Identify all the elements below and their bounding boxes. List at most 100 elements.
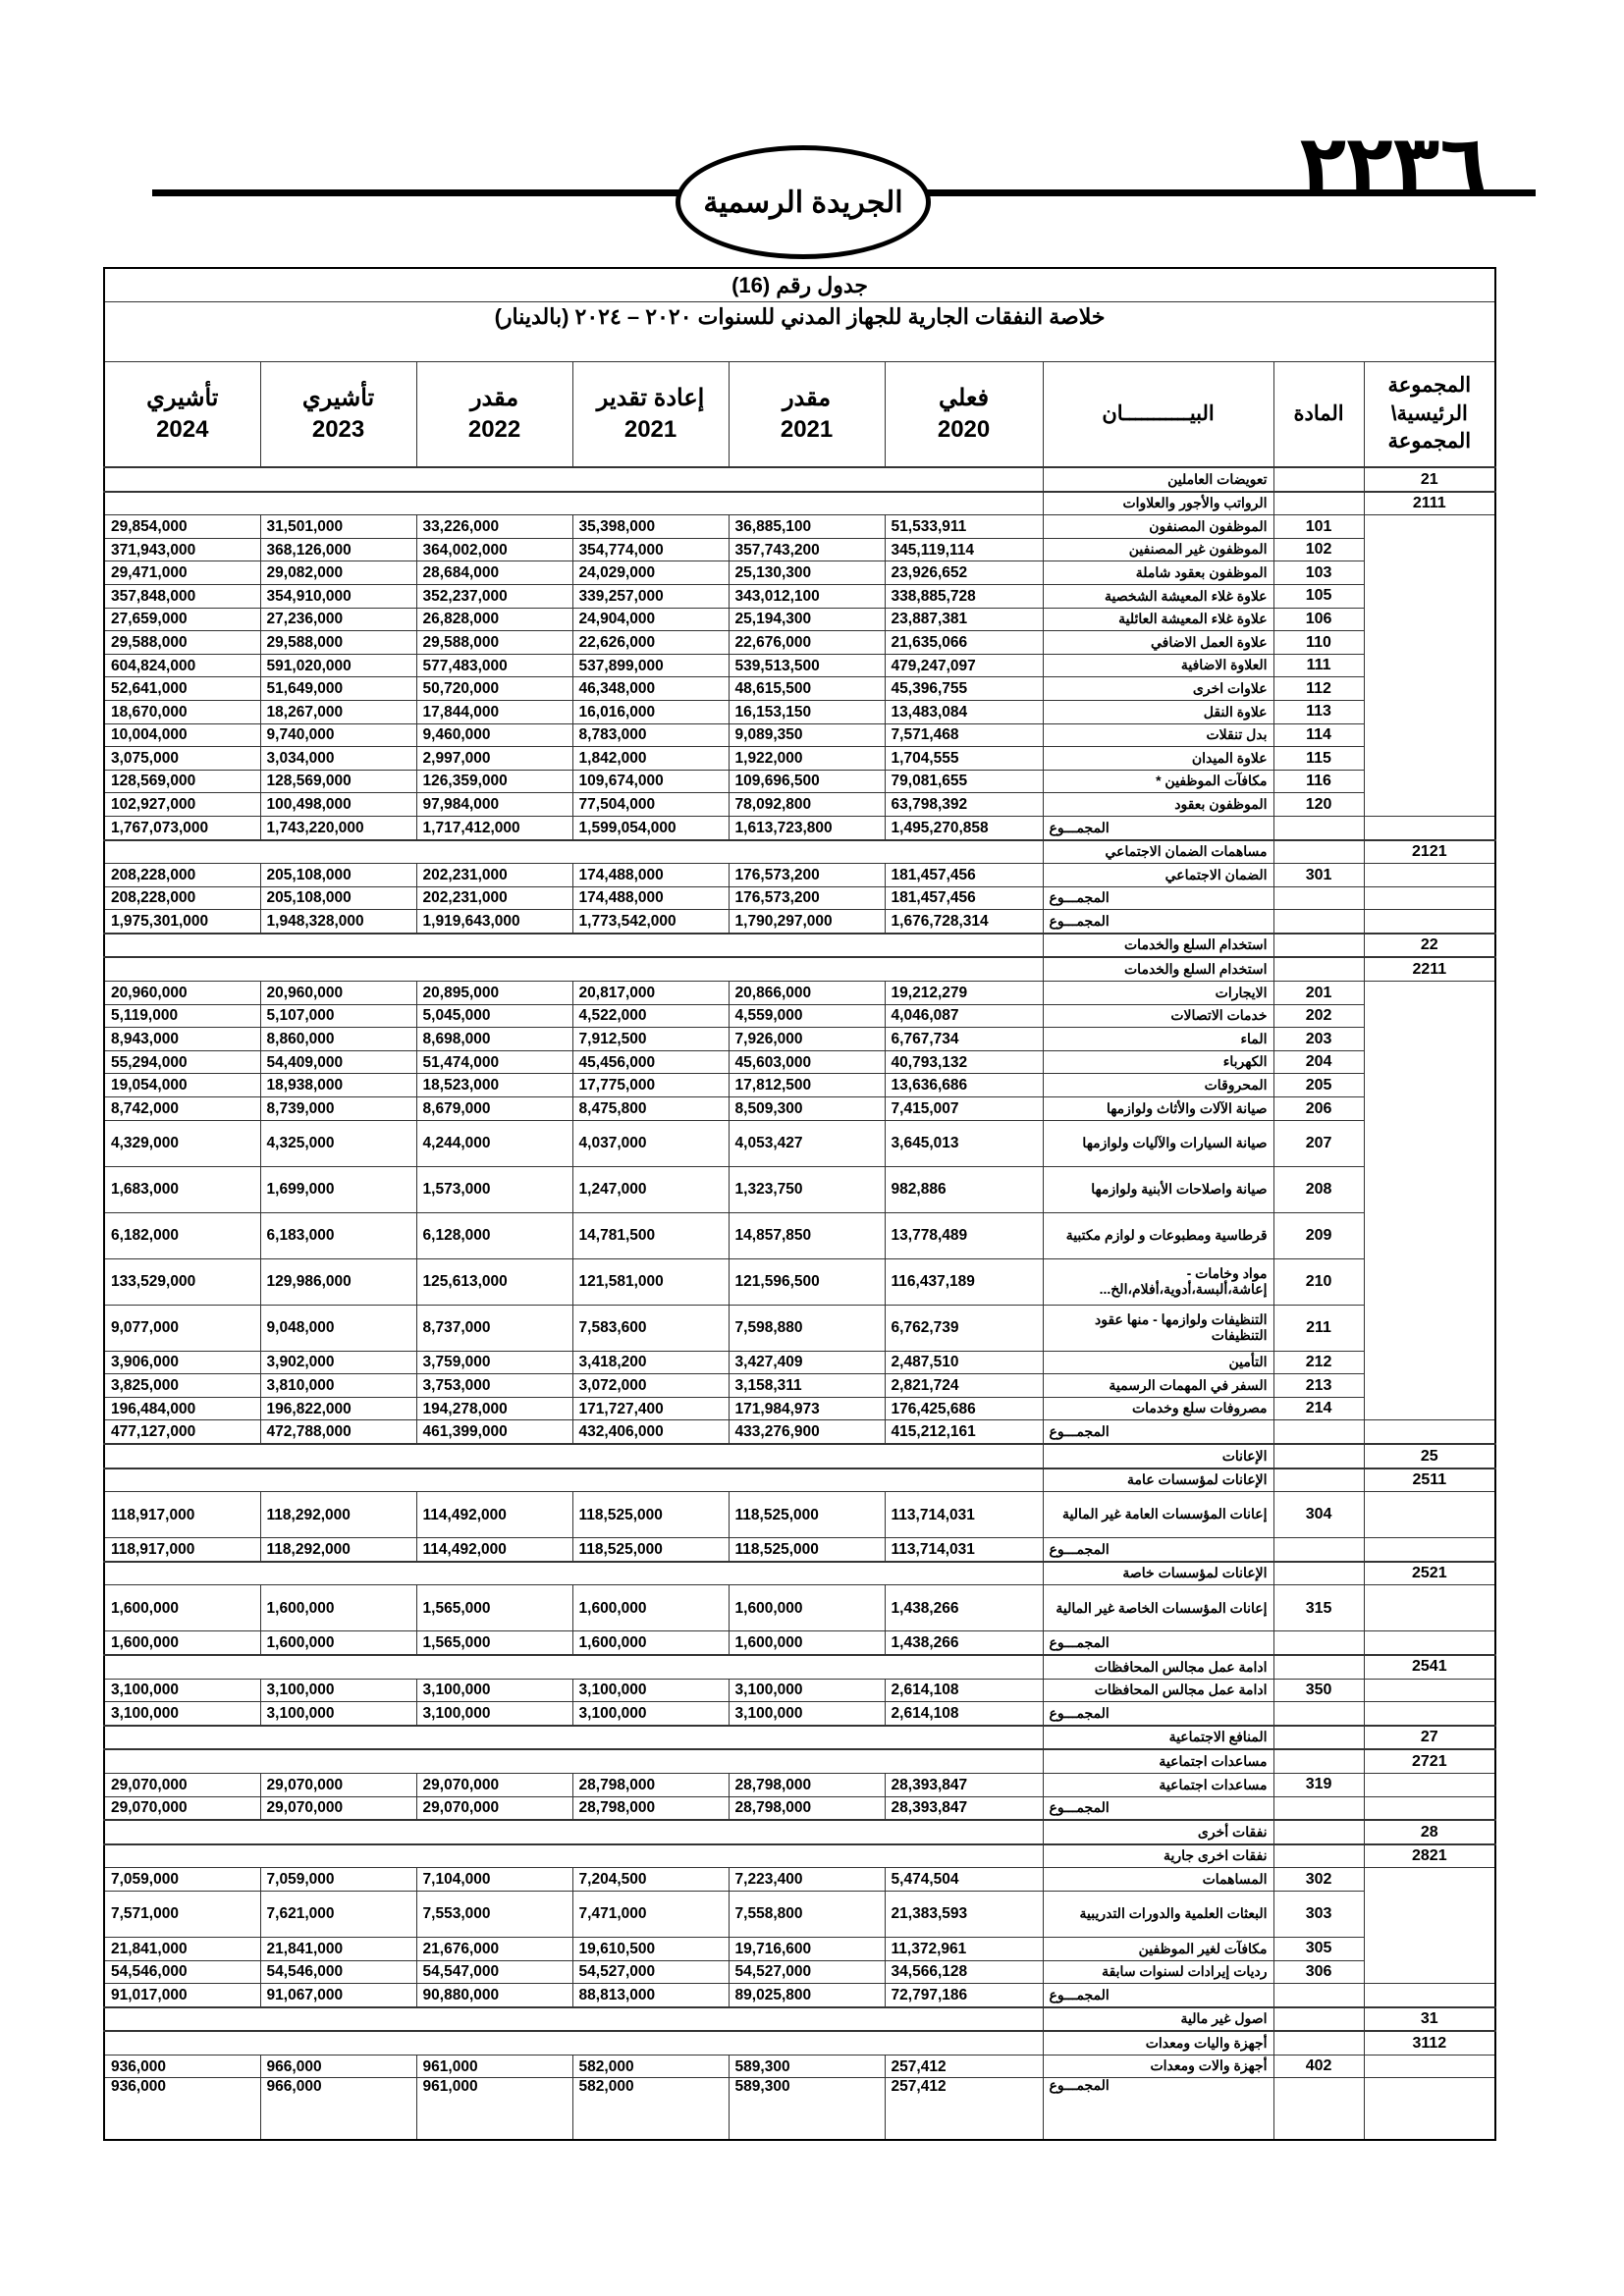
item-code: 102 xyxy=(1272,537,1365,562)
group-code-empty xyxy=(1363,1795,1496,1821)
column-header-label: تأشيري xyxy=(301,384,375,411)
group-code-empty xyxy=(1363,584,1496,609)
value-cell: 78,092,800 xyxy=(728,792,886,817)
value-cell: 591,020,000 xyxy=(259,653,417,678)
total-value-cell: 966,000 xyxy=(259,2077,417,2141)
value-cell: 1,699,000 xyxy=(259,1165,417,1213)
values-merged-empty xyxy=(103,1443,1044,1469)
value-cell: 29,070,000 xyxy=(103,1772,261,1797)
value-cell: 174,488,000 xyxy=(571,863,730,887)
value-cell: 29,070,000 xyxy=(415,1772,573,1797)
table-row: 114 بدل تنقلات 7,571,468 9,089,350 8,783,000… xyxy=(103,722,1496,748)
item-description: مكافآت الموظفين * xyxy=(1042,769,1274,794)
group-code-empty xyxy=(1363,700,1496,724)
value-cell: 171,984,973 xyxy=(728,1396,886,1421)
total-label: المجمـــوع xyxy=(1042,909,1274,934)
column-header-year-value: 2020 xyxy=(937,416,991,443)
value-cell: 125,613,000 xyxy=(415,1257,573,1306)
gazette-name-badge: الجريدة الرسمية xyxy=(676,145,931,259)
value-cell: 982,886 xyxy=(884,1165,1044,1213)
group-code: 2521 xyxy=(1363,1560,1496,1586)
value-cell: 6,767,734 xyxy=(884,1027,1044,1051)
item-code: 350 xyxy=(1272,1678,1365,1703)
value-cell: 50,720,000 xyxy=(415,676,573,701)
values-merged-empty xyxy=(103,2005,1044,2032)
value-cell: 29,070,000 xyxy=(259,1772,417,1797)
table-row: 211 التنظيفات ولوازمها - منها عقود التنظي… xyxy=(103,1304,1496,1352)
total-row: المجمـــوع 72,797,186 89,025,800 88,813,000… xyxy=(103,1983,1496,2008)
item-code: 306 xyxy=(1272,1959,1365,1985)
section-row: 2521 الإعانات لمؤسسات خاصة xyxy=(103,1560,1496,1586)
table-row: 207 صيانة السيارات والآليات ولوازمها 3,645… xyxy=(103,1119,1496,1167)
value-cell: 118,525,000 xyxy=(728,1491,886,1539)
item-code: 106 xyxy=(1272,607,1365,632)
value-cell: 8,943,000 xyxy=(103,1027,261,1051)
value-cell: 55,294,000 xyxy=(103,1049,261,1075)
total-value-cell: 1,565,000 xyxy=(415,1630,573,1656)
value-cell: 35,398,000 xyxy=(571,514,730,539)
item-code-empty xyxy=(1272,2005,1365,2032)
value-cell: 7,471,000 xyxy=(571,1890,730,1938)
group-code: 3112 xyxy=(1363,2030,1496,2056)
group-code-empty xyxy=(1363,1419,1496,1445)
group-code-empty xyxy=(1363,885,1496,911)
group-code-empty xyxy=(1363,1351,1496,1374)
item-description: علاوة غلاء المعيشة الشخصية xyxy=(1042,583,1274,609)
group-code-empty xyxy=(1363,1491,1496,1538)
value-cell: 7,104,000 xyxy=(415,1867,573,1892)
value-cell: 7,558,800 xyxy=(728,1890,886,1938)
value-cell: 26,828,000 xyxy=(415,607,573,632)
item-code-empty xyxy=(1272,490,1365,516)
value-cell: 3,100,000 xyxy=(728,1678,886,1703)
item-description: علاوة العمل الاضافي xyxy=(1042,630,1274,655)
total-value-cell: 29,070,000 xyxy=(103,1795,261,1821)
value-cell: 19,610,500 xyxy=(571,1936,730,1961)
item-code-empty xyxy=(1272,885,1365,911)
value-cell: 20,960,000 xyxy=(103,981,261,1005)
item-description: الضمان الاجتماعي xyxy=(1042,863,1274,887)
group-code-empty xyxy=(1363,1867,1496,1892)
value-cell: 34,566,128 xyxy=(884,1959,1044,1985)
item-code-empty xyxy=(1272,1443,1365,1469)
total-value-cell: 91,067,000 xyxy=(259,1983,417,2008)
table-row: 306 رديات إيرادات لسنوات سابقة 34,566,128 5… xyxy=(103,1959,1496,1985)
value-cell: 36,885,100 xyxy=(728,514,886,539)
total-value-cell: 472,788,000 xyxy=(259,1419,417,1445)
value-cell: 29,588,000 xyxy=(103,630,261,655)
item-code: 212 xyxy=(1272,1350,1365,1375)
value-cell: 52,641,000 xyxy=(103,676,261,701)
value-cell: 27,236,000 xyxy=(259,607,417,632)
value-cell: 17,812,500 xyxy=(728,1073,886,1098)
item-code: 301 xyxy=(1272,863,1365,887)
value-cell: 8,679,000 xyxy=(415,1096,573,1121)
total-value-cell: 202,231,000 xyxy=(415,885,573,911)
value-cell: 9,460,000 xyxy=(415,722,573,748)
item-code: 116 xyxy=(1272,769,1365,794)
value-cell: 22,676,000 xyxy=(728,630,886,655)
value-cell: 345,119,114 xyxy=(884,537,1044,562)
value-cell: 29,854,000 xyxy=(103,514,261,539)
table-row: 112 علاوات اخرى 45,396,755 48,615,500 46,348… xyxy=(103,676,1496,701)
value-cell: 357,848,000 xyxy=(103,583,261,609)
group-code: 2111 xyxy=(1363,490,1496,516)
group-code-empty xyxy=(1363,1584,1496,1631)
value-cell: 63,798,392 xyxy=(884,792,1044,817)
value-cell: 28,798,000 xyxy=(728,1772,886,1797)
item-description: المحروقات xyxy=(1042,1073,1274,1098)
value-cell: 2,487,510 xyxy=(884,1350,1044,1375)
value-cell: 7,553,000 xyxy=(415,1890,573,1938)
value-cell: 8,737,000 xyxy=(415,1304,573,1352)
value-cell: 6,762,739 xyxy=(884,1304,1044,1352)
item-code-empty xyxy=(1272,1842,1365,1869)
column-header-year: فعلي 2020 xyxy=(884,361,1044,468)
item-code: 208 xyxy=(1272,1165,1365,1213)
item-description: الماء xyxy=(1042,1027,1274,1051)
table-row: 106 علاوة غلاء المعيشة العائلية 23,887,381… xyxy=(103,607,1496,632)
value-cell: 24,904,000 xyxy=(571,607,730,632)
table-row: 101 الموظفون المصنفون 51,533,911 36,885,100… xyxy=(103,514,1496,539)
value-cell: 54,527,000 xyxy=(728,1959,886,1985)
value-cell: 3,100,000 xyxy=(103,1678,261,1703)
item-description: قرطاسية ومطبوعات و لوازم مكتبية xyxy=(1042,1211,1274,1259)
value-cell: 13,636,686 xyxy=(884,1073,1044,1098)
item-code: 302 xyxy=(1272,1867,1365,1892)
